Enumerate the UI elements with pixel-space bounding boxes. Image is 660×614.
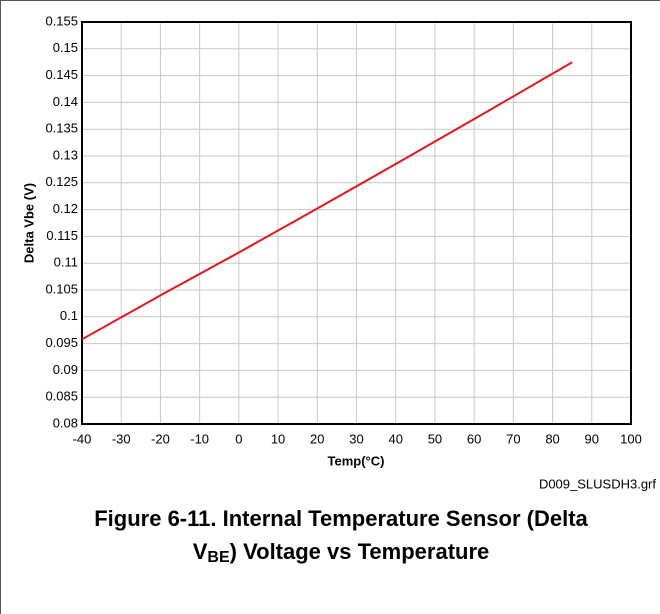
- y-tick-label: 0.115: [46, 228, 78, 243]
- y-tick-label: 0.15: [53, 40, 78, 55]
- x-tick-label: 100: [620, 431, 642, 446]
- x-tick-label: 70: [506, 431, 520, 446]
- note: D009_SLUSDH3.grf: [539, 476, 656, 491]
- x-tick-label: 90: [585, 431, 599, 446]
- x-tick-label: 40: [388, 431, 402, 446]
- x-tick-label: 10: [271, 431, 285, 446]
- caption-part: ) Voltage vs Temperature: [230, 539, 490, 564]
- y-tick-label: 0.11: [54, 255, 78, 270]
- y-tick-label: 0.08: [53, 415, 78, 430]
- plot-border: [81, 21, 632, 425]
- caption: VBE) Voltage vs Temperature: [193, 539, 490, 566]
- y-tick-label: 0.14: [53, 94, 78, 109]
- y-tick-label: 0.105: [45, 281, 78, 296]
- x-tick-label: 60: [467, 431, 481, 446]
- caption: Figure 6-11. Internal Temperature Sensor…: [94, 506, 588, 531]
- y-tick-label: 0.13: [53, 147, 78, 162]
- y-tick-label: 0.145: [45, 67, 78, 82]
- x-tick-label: 80: [545, 431, 559, 446]
- x-tick-label: 0: [235, 431, 242, 446]
- y-tick-label: 0.095: [45, 335, 78, 350]
- y-tick-label: 0.125: [45, 174, 78, 189]
- x-tick-label: -30: [112, 431, 131, 446]
- y-tick-label: 0.09: [53, 362, 78, 377]
- x-tick-label: 30: [349, 431, 363, 446]
- x-tick-label: 20: [310, 431, 324, 446]
- y-tick-label: 0.085: [45, 389, 78, 404]
- x-tick-label: -20: [151, 431, 170, 446]
- y-tick-label: 0.155: [45, 13, 78, 28]
- caption-part: V: [193, 539, 208, 564]
- x-tick-label: -40: [73, 431, 92, 446]
- y-tick-label: 0.12: [53, 201, 78, 216]
- data-line: [81, 61, 573, 341]
- y-tick-label: 0.1: [60, 308, 78, 323]
- x-tick-label: -10: [190, 431, 209, 446]
- x-axis-label: Temp(°C): [328, 453, 385, 468]
- x-tick-label: 50: [428, 431, 442, 446]
- y-axis-label: Delta Vbe (V): [21, 183, 36, 263]
- caption-sub: BE: [207, 549, 230, 566]
- y-tick-label: 0.135: [45, 121, 78, 136]
